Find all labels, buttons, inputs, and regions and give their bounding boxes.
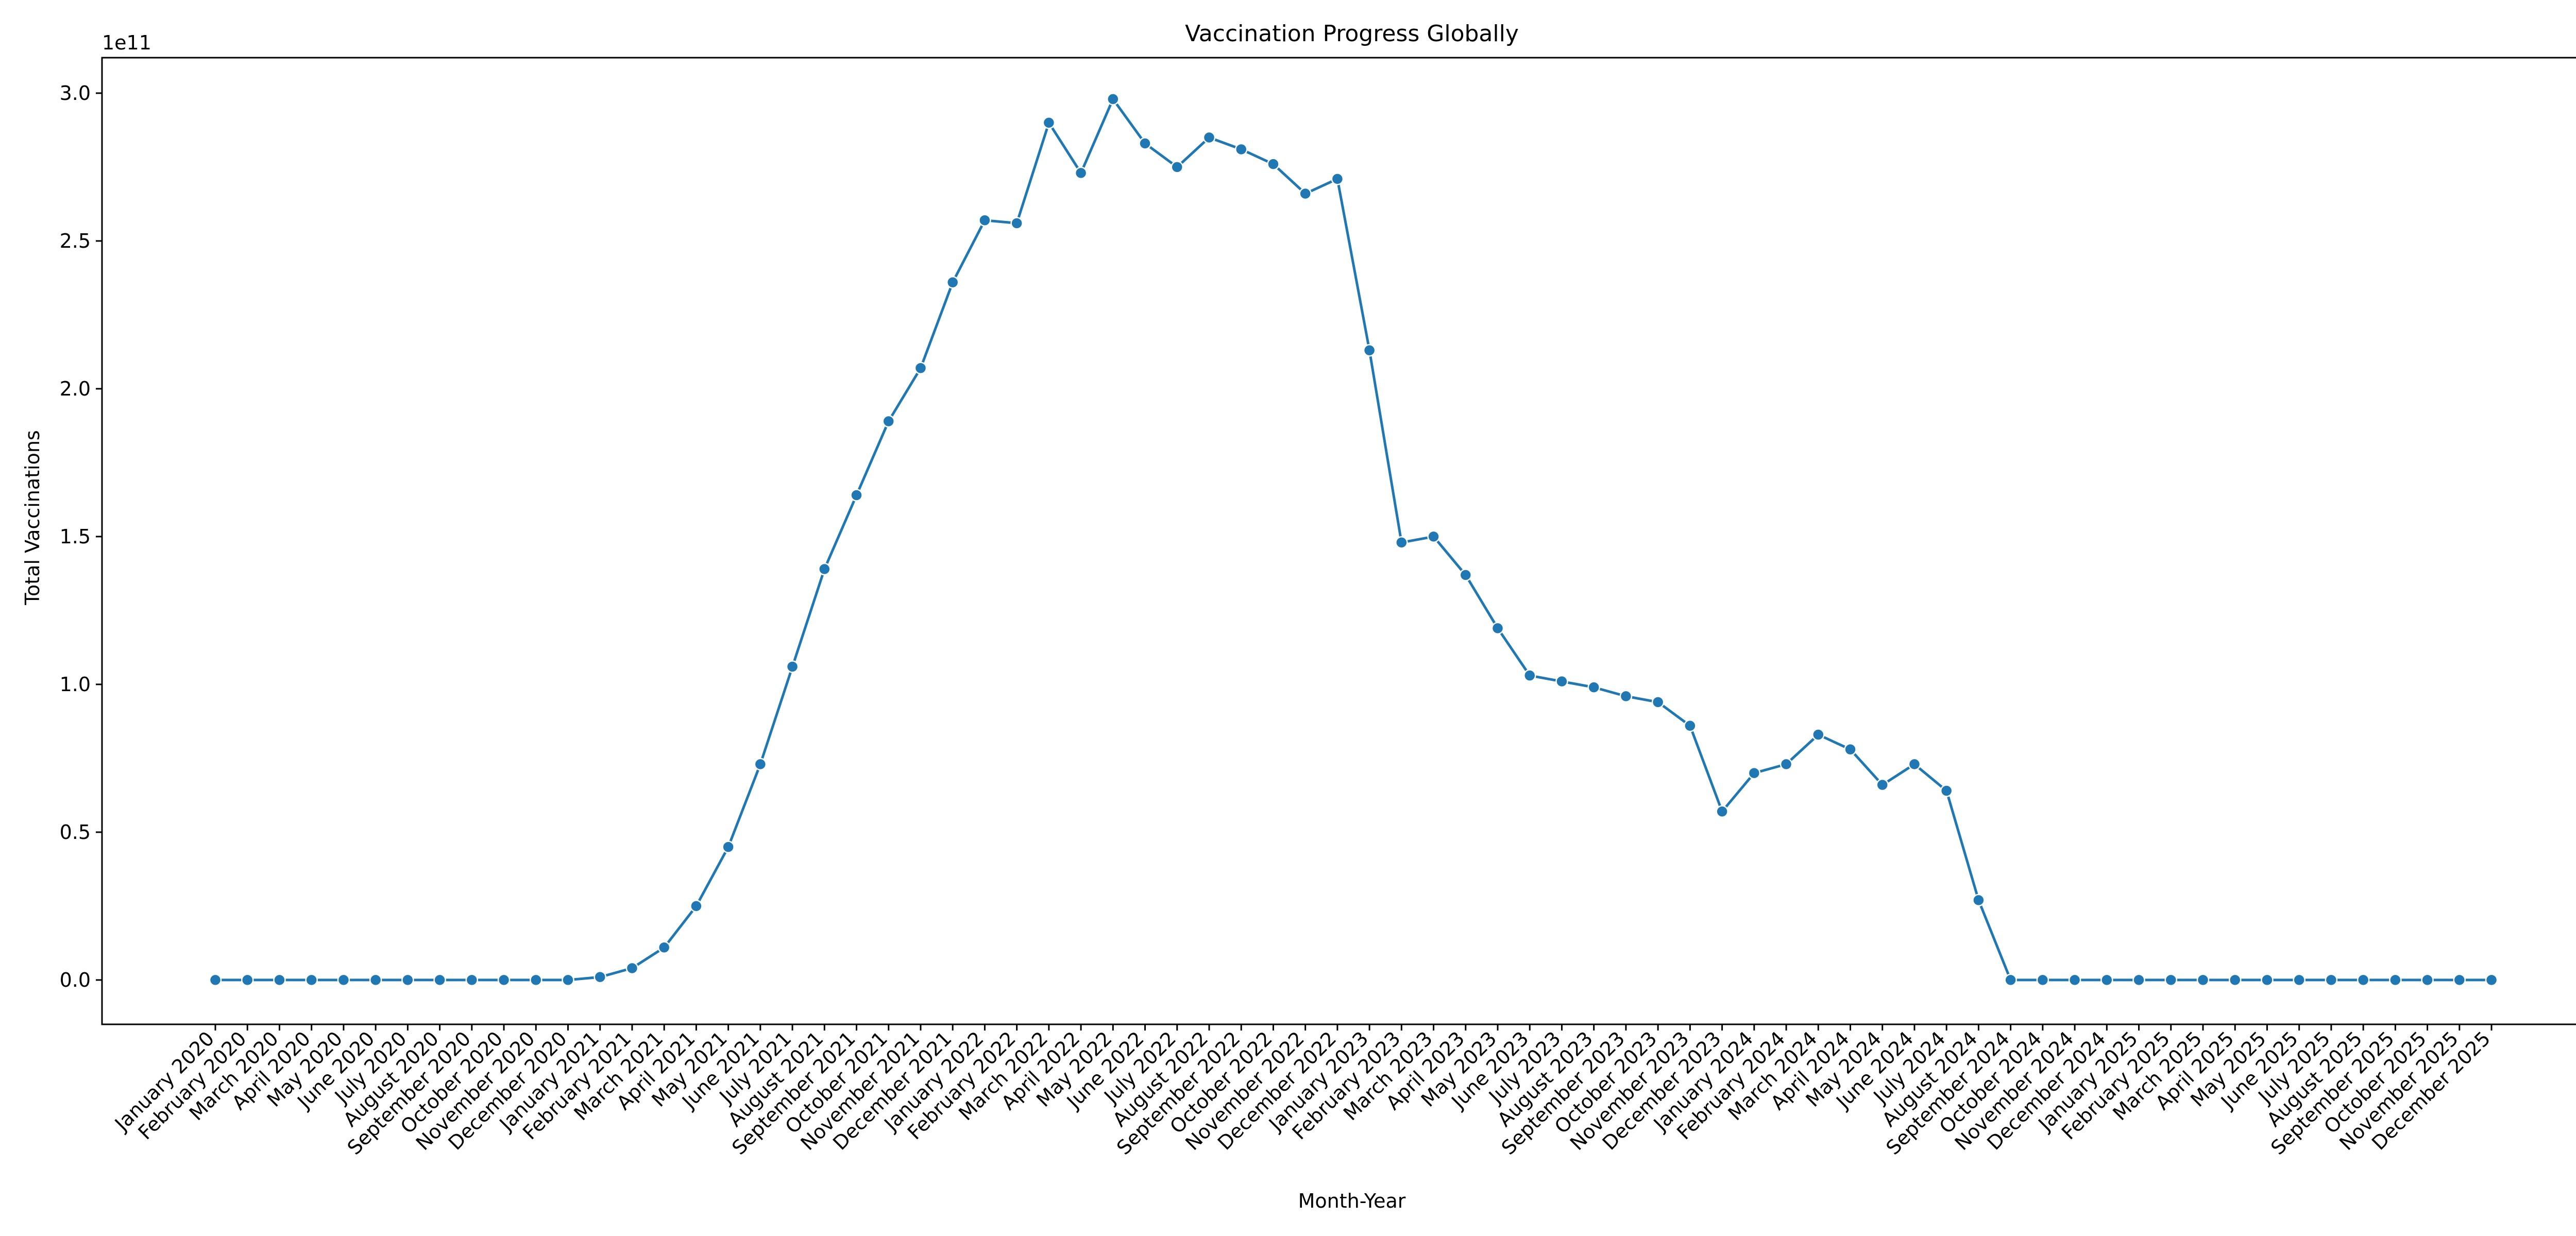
y-tick-label: 2.5 [60,230,91,252]
data-point [818,562,831,576]
data-point [1042,116,1056,129]
data-point [1748,766,1761,780]
chart-title: Vaccination Progress Globally [1185,21,1519,47]
data-point [2293,973,2306,987]
data-point [2453,973,2466,987]
data-point [754,758,767,771]
data-point [1684,719,1697,732]
data-point [1171,161,1184,174]
data-point [2421,973,2434,987]
data-point [2004,973,2017,987]
data-point [1107,93,1120,106]
data-point [337,973,350,987]
data-point [497,973,511,987]
data-point [1491,622,1504,635]
data-point [562,973,574,987]
data-point [1363,344,1376,357]
data-point [2132,973,2145,987]
data-point [1299,187,1312,200]
data-point [465,973,479,987]
data-point [1908,758,1921,771]
data-point [2261,973,2274,987]
data-point [2164,973,2177,987]
data-point [209,973,222,987]
data-point [433,973,446,987]
y-axis-label: Total Vaccinations [21,430,44,605]
data-point [1139,137,1151,150]
y-tick-label: 0.5 [60,821,91,844]
y-tick-label: 1.0 [60,673,91,696]
y-tick-label: 1.5 [60,525,91,548]
data-point [2357,973,2370,987]
data-point [1010,217,1023,230]
data-point [722,840,735,853]
data-point [1619,690,1633,703]
data-point [1074,166,1088,180]
data-point [1940,784,1953,797]
data-point [690,900,703,913]
data-point [850,489,863,502]
data-point [657,941,671,954]
data-point [369,973,382,987]
data-point [530,973,543,987]
y-tick-label: 0.0 [60,969,91,991]
data-point [273,973,286,987]
y-axis: 0.0 0.5 1.0 1.5 2.0 2.5 3.0 [60,82,102,991]
data-point [1716,805,1728,818]
data-point [1844,743,1857,756]
data-point [1234,143,1248,156]
data-point [1780,758,1793,771]
data-point [1267,158,1280,170]
data-point [1459,569,1472,581]
data-point [305,973,318,987]
data-point [2325,973,2338,987]
data-point [1651,696,1665,709]
data-point [2485,973,2498,987]
data-point [594,970,606,984]
plot-frame [101,57,2576,1025]
x-axis-label: Month-Year [1298,1190,1406,1212]
y-tick-label: 3.0 [60,82,91,105]
data-point [401,973,414,987]
series-line [214,97,2493,982]
data-point [1395,536,1408,549]
data-point [1555,675,1568,688]
data-point [2389,973,2402,987]
data-point [786,660,799,673]
data-point [2228,973,2242,987]
y-offset-label: 1e11 [102,31,151,54]
data-point [914,362,927,374]
data-point [2068,973,2081,987]
data-point [978,214,991,227]
data-point [1427,530,1440,543]
data-point [2196,973,2210,987]
data-point [1523,669,1536,682]
data-point [882,415,895,428]
series-total-vaccinations [209,93,2498,987]
data-point [1202,131,1216,144]
data-point [2036,973,2049,987]
data-point [1876,778,1889,792]
data-point [2100,973,2113,987]
data-point [1331,173,1344,185]
data-point [241,973,254,987]
data-point [1587,681,1600,694]
data-point [1972,894,1985,907]
data-point [625,962,639,975]
y-tick-label: 2.0 [60,377,91,400]
data-point [1812,728,1825,741]
data-point [946,276,959,289]
